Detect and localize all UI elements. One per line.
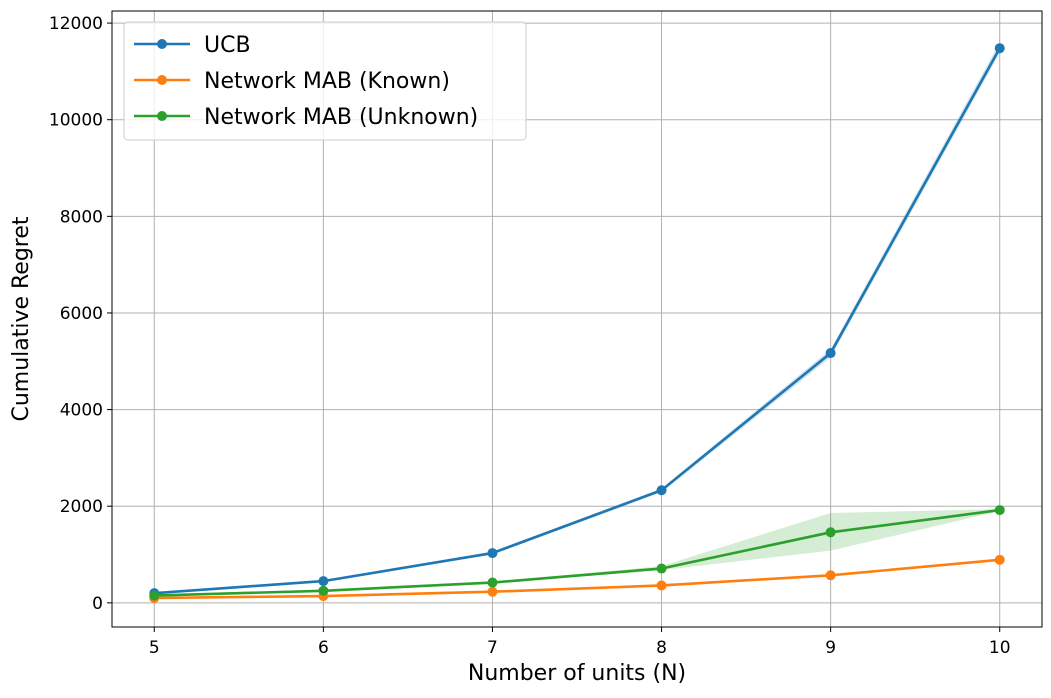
x-axis-label: Number of units (N): [468, 661, 686, 686]
y-tick-label: 12000: [49, 14, 103, 34]
data-point-network-mab-unknown: [487, 577, 498, 588]
x-tick-label: 10: [989, 638, 1011, 658]
x-tick-label: 9: [825, 638, 836, 658]
y-tick-label: 4000: [60, 401, 103, 421]
data-point-ucb: [656, 485, 667, 496]
legend-label: UCB: [204, 33, 251, 58]
data-point-network-mab-unknown: [825, 527, 836, 538]
series-line-network-mab-unknown: [154, 508, 1000, 597]
legend-marker-swatch: [157, 39, 167, 49]
data-point-ucb: [994, 43, 1005, 54]
legend-label: Network MAB (Known): [204, 69, 450, 94]
axes-frame: [111, 10, 1043, 628]
x-tick-label: 6: [318, 638, 329, 658]
x-tick-label: 7: [487, 638, 498, 658]
data-point-network-mab-known: [656, 580, 667, 591]
legend-marker-swatch: [157, 75, 167, 85]
data-point-ucb: [318, 576, 329, 587]
data-point-network-mab-unknown: [656, 563, 667, 574]
series-band-network-mab-unknown: [154, 509, 1000, 597]
data-point-network-mab-unknown: [318, 585, 329, 596]
data-point-network-mab-known: [994, 554, 1005, 565]
legend: UCB Network MAB (Known) Network MAB (Unkno…: [123, 21, 527, 141]
line-layer: [154, 47, 1001, 600]
y-tick-label: 2000: [60, 497, 103, 517]
y-axis-label: Cumulative Regret: [9, 216, 34, 421]
data-point-network-mab-unknown: [994, 505, 1005, 516]
legend-label: Network MAB (Unknown): [204, 105, 478, 130]
legend-marker-swatch: [157, 111, 167, 121]
data-point-network-mab-known: [825, 570, 836, 581]
marker-layer: [149, 43, 1005, 604]
x-tick-label: 5: [149, 638, 160, 658]
data-point-network-mab-known: [487, 586, 498, 597]
tick-layer: 5 6 7 8 9 10 0 2000 4000 6000 8000 10000 12000: [49, 14, 1011, 658]
x-tick-label: 8: [656, 638, 667, 658]
y-tick-label: 0: [92, 594, 103, 614]
y-tick-label: 10000: [49, 111, 103, 131]
data-point-ucb: [825, 348, 836, 359]
y-tick-label: 6000: [60, 304, 103, 324]
series-line-ucb: [154, 47, 1001, 595]
y-tick-label: 8000: [60, 207, 103, 227]
band-layer: [154, 42, 1000, 599]
data-point-network-mab-unknown: [149, 590, 160, 601]
legend-box: [123, 21, 527, 141]
data-point-ucb: [487, 548, 498, 559]
series-line-network-mab-known: [154, 558, 1000, 600]
